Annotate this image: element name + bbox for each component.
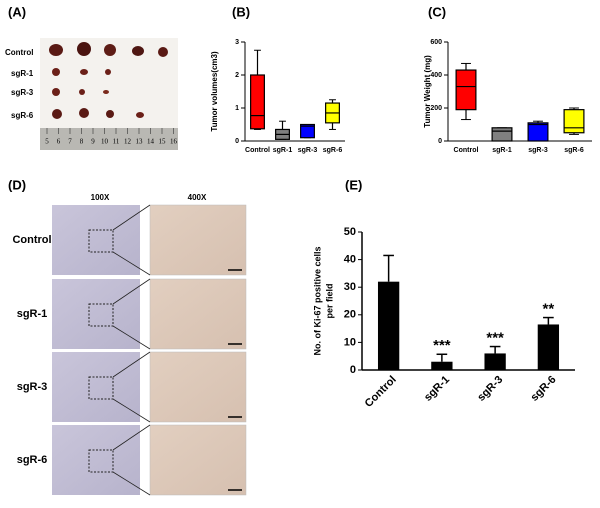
bar — [537, 324, 560, 370]
x-tick-label: sgR-1 — [422, 374, 452, 404]
box — [491, 127, 513, 142]
panel-label: (C) — [428, 4, 446, 19]
x-tick-label: sgR-6 — [564, 147, 584, 154]
significance: *** — [433, 337, 451, 354]
y-tick-label: 600 — [430, 39, 442, 46]
micrograph-400x — [149, 278, 247, 350]
box — [250, 74, 265, 130]
tumor-photo — [40, 38, 178, 150]
ruler-number: 5 — [45, 138, 49, 146]
x-tick-label: sgR-3 — [475, 374, 505, 404]
x-tick-label: sgR-1 — [273, 147, 293, 154]
y-tick-label: 400 — [430, 72, 442, 79]
ruler-number: 6 — [57, 138, 61, 146]
y-tick-label: 2 — [235, 72, 239, 79]
bar — [377, 281, 400, 370]
micrograph-100x — [52, 425, 140, 495]
ruler-number: 7 — [68, 138, 72, 146]
ruler-number: 14 — [147, 138, 155, 146]
y-tick-label: 0 — [235, 138, 239, 145]
y-tick-label: 40 — [344, 254, 356, 266]
y-tick-label: 0 — [350, 364, 356, 376]
row-label: sgR-6 — [11, 111, 34, 120]
y-axis-label: Tumor Weight (mg) — [423, 55, 432, 128]
panel-label: (E) — [345, 177, 362, 192]
ruler-number: 13 — [136, 138, 144, 146]
x-tick-label: sgR-6 — [323, 147, 343, 154]
x-tick-label: Control — [245, 147, 270, 154]
y-tick-label: 10 — [344, 336, 356, 348]
panel-label: (B) — [232, 4, 250, 19]
y-tick-label: 50 — [344, 226, 356, 238]
x-tick-label: sgR-1 — [492, 147, 512, 154]
zoom-line — [112, 424, 151, 451]
y-axis-label: No. of Ki-67 positive cells — [312, 246, 322, 355]
column-label: 400X — [188, 193, 207, 202]
y-tick-label: 20 — [344, 309, 356, 321]
y-axis-label: per field — [324, 283, 334, 318]
x-tick-label: sgR-3 — [298, 147, 318, 154]
y-tick-label: 30 — [344, 281, 356, 293]
y-tick-label: 0 — [438, 138, 442, 145]
row-label: Control — [5, 48, 33, 57]
micrograph-100x — [52, 279, 140, 349]
ruler-number: 10 — [101, 138, 109, 146]
y-tick-label: 200 — [430, 105, 442, 112]
row-label: Control — [12, 234, 51, 246]
zoom-box — [88, 376, 114, 400]
zoom-box — [88, 303, 114, 327]
micrograph-400x — [149, 204, 247, 276]
significance: *** — [486, 330, 504, 347]
bar — [431, 361, 453, 370]
box — [527, 122, 549, 142]
y-tick-label: 1 — [235, 105, 239, 112]
box — [563, 109, 585, 134]
ruler-number: 16 — [170, 138, 178, 146]
row-label: sgR-1 — [11, 69, 34, 78]
box — [300, 123, 315, 139]
panel-label: (D) — [8, 177, 26, 192]
zoom-line — [112, 204, 151, 231]
x-tick-label: Control — [454, 147, 479, 154]
zoom-line — [112, 325, 151, 350]
x-tick-label: Control — [363, 374, 399, 410]
row-label: sgR-3 — [11, 88, 34, 97]
row-label: sgR-6 — [17, 454, 48, 466]
box — [455, 69, 477, 111]
micrograph-100x — [52, 205, 140, 275]
ruler-number: 8 — [80, 138, 84, 146]
column-label: 100X — [91, 193, 110, 202]
micrograph-400x — [149, 351, 247, 423]
zoom-line — [112, 278, 151, 305]
zoom-line — [112, 251, 151, 276]
zoom-line — [112, 398, 151, 423]
panel-label: (A) — [8, 4, 26, 19]
micrograph-100x — [52, 352, 140, 422]
row-label: sgR-3 — [17, 381, 48, 393]
x-tick-label: sgR-6 — [528, 374, 558, 404]
row-label: sgR-1 — [17, 308, 48, 320]
zoom-box — [88, 229, 114, 253]
ruler-number: 9 — [91, 138, 95, 146]
y-tick-label: 3 — [235, 39, 239, 46]
ruler-number: 11 — [113, 138, 120, 146]
zoom-line — [112, 471, 151, 496]
bar — [484, 353, 506, 370]
y-axis-label: Tumor volumes(cm3) — [210, 51, 219, 132]
ruler-number: 12 — [124, 138, 132, 146]
significance: ** — [543, 301, 555, 318]
micrograph-400x — [149, 424, 247, 496]
x-tick-label: sgR-3 — [528, 147, 548, 154]
zoom-box — [88, 449, 114, 473]
ruler-number: 15 — [159, 138, 167, 146]
zoom-line — [112, 351, 151, 378]
